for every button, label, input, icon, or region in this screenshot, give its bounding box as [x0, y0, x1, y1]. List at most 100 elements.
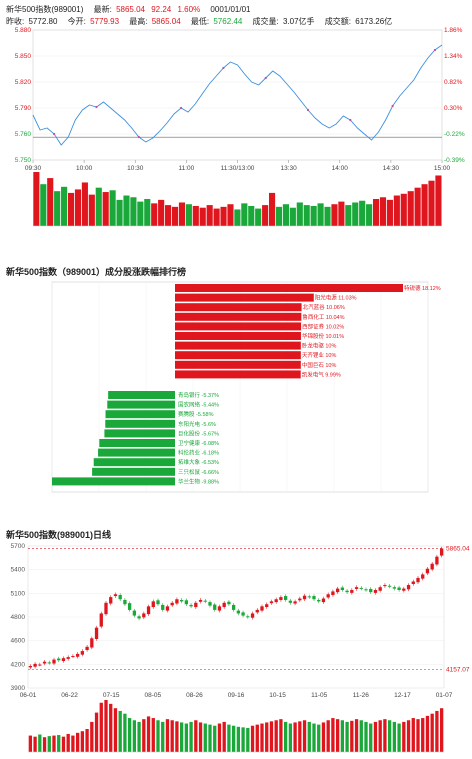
volume-bar	[279, 719, 283, 752]
volume-bar	[288, 723, 293, 752]
volume-bar	[275, 206, 283, 226]
candle-body	[402, 588, 406, 591]
x-tick-label: 06-01	[20, 692, 37, 699]
volume-bar	[74, 189, 82, 226]
candle-body	[66, 657, 70, 659]
rank-bar-down	[92, 467, 175, 476]
prev-close-label: 昨收:	[6, 17, 25, 26]
y-tick-right: 1.34%	[444, 53, 463, 60]
candle-body	[184, 600, 189, 605]
volume-bar	[130, 197, 137, 226]
plot-frame	[32, 29, 443, 161]
price-point	[349, 118, 352, 122]
volume-bar	[262, 205, 269, 226]
volume-bar	[372, 199, 380, 226]
volume-bar	[38, 734, 42, 752]
volume-bar	[335, 719, 340, 752]
volume-bar	[307, 721, 311, 752]
volume-bar	[298, 721, 302, 752]
candle-body	[132, 610, 137, 616]
y-tick-left: 5.790	[15, 105, 32, 112]
candle-body	[350, 590, 354, 593]
volume-bar	[260, 723, 264, 752]
x-tick-label: 01-07	[436, 692, 453, 699]
x-tick-label: 10:00	[76, 165, 93, 172]
volume-bar	[430, 713, 434, 752]
candle-body	[208, 602, 212, 606]
x-tick-label: 12-17	[394, 692, 411, 699]
volume-bar	[80, 731, 85, 752]
candle-body	[326, 594, 330, 598]
ranking-chart: 特锐德 18.12% 阳光电源 11.03%北汽蓝谷 10.06% 鲁西化工 10.…	[51, 281, 441, 493]
volume-bar	[250, 725, 255, 752]
candle-body	[109, 597, 113, 604]
daily-title: 新华500指数(989001)日线	[6, 530, 112, 540]
candle-body	[222, 602, 226, 608]
candle-body	[146, 606, 151, 615]
candle-body	[293, 601, 297, 604]
volume-bar	[109, 703, 113, 752]
volume-bar	[184, 723, 189, 752]
rank-bar-down	[105, 419, 175, 428]
volume-bar	[116, 199, 123, 226]
prev-close-value: 5772.80	[28, 17, 58, 26]
y-tick-label: 3900	[11, 685, 26, 692]
volume-label: 成交量:	[252, 17, 279, 26]
x-tick-label: 09:30	[25, 165, 42, 172]
volume-bar	[373, 721, 378, 752]
volume-bar	[296, 202, 303, 226]
y-tick-left: 5.880	[15, 27, 32, 34]
rank-label-up: 鲁西化工 10.04%	[302, 313, 344, 321]
change-percent: 1.60%	[177, 5, 201, 14]
candle-body	[127, 603, 132, 610]
candle-body	[165, 606, 170, 611]
volume-bar	[127, 718, 132, 752]
volume-bar	[317, 724, 321, 752]
rank-label-down: 科伦药业 -6.18%	[178, 449, 219, 457]
candle-body	[274, 599, 278, 603]
volume-bar	[33, 736, 37, 752]
volume-bar	[94, 712, 99, 752]
volume-bar	[265, 722, 269, 752]
volume-bar	[421, 184, 428, 226]
volume-bar	[400, 193, 407, 226]
volume-bar	[185, 204, 192, 226]
candle-body	[340, 587, 345, 591]
x-tick-label: 07-15	[103, 692, 120, 699]
candle-body	[246, 616, 250, 618]
price-point	[306, 108, 310, 112]
rank-label-up: 特锐德 18.12%	[404, 284, 441, 292]
candle-body	[236, 610, 241, 614]
volume-bar	[411, 718, 415, 752]
volume-bar	[142, 719, 146, 752]
rank-label-up: 北汽蓝谷 10.06%	[303, 303, 345, 311]
rank-label-down: 国农网络 -5.44%	[178, 401, 219, 409]
rank-label-down: 东阳光电 -5.6%	[178, 420, 216, 428]
volume-bar	[123, 195, 130, 226]
volume-bar	[387, 720, 392, 752]
candle-body	[345, 590, 349, 593]
candle-body	[189, 604, 193, 607]
rank-bar-down	[52, 477, 175, 486]
volume-bar	[317, 203, 324, 226]
rank-label-down: 巨化股份 -5.67%	[178, 429, 219, 437]
amount-value: 6173.26亿	[355, 17, 393, 26]
y-tick-left: 5.750	[15, 157, 32, 164]
candle-body	[241, 612, 245, 616]
volume-bar	[352, 202, 359, 226]
volume-bar	[234, 209, 241, 226]
candle-body	[312, 596, 316, 600]
y-tick-left: 5.850	[15, 53, 32, 60]
volume-bar	[378, 720, 382, 752]
volume-value: 3.07亿手	[282, 17, 315, 26]
volume-bar	[158, 199, 165, 226]
volume-bar	[206, 205, 213, 226]
rank-label-down: 华兰生物 -9.88%	[178, 477, 219, 485]
y-tick-right: 1.86%	[444, 27, 463, 34]
candle-body	[307, 596, 311, 598]
volume-bar	[310, 205, 317, 226]
price-point	[53, 132, 56, 136]
candle-body	[397, 587, 401, 591]
price-point	[222, 66, 225, 70]
rank-label-up: 天齐锂业 10%	[302, 351, 337, 359]
